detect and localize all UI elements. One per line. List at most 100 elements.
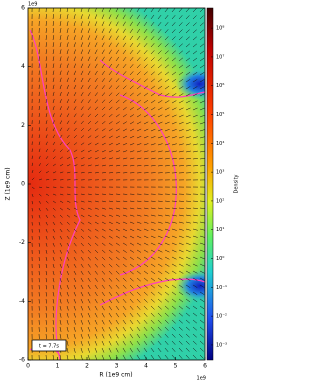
vector: [52, 242, 55, 247]
vector: [45, 249, 48, 254]
vector: [52, 270, 55, 276]
vector: [66, 319, 69, 325]
vector: [129, 78, 134, 83]
vector: [122, 85, 127, 90]
vector: [38, 200, 41, 204]
vector: [80, 193, 85, 195]
vector: [38, 193, 42, 197]
vector: [178, 228, 184, 231]
vector: [45, 134, 48, 139]
vector: [171, 333, 176, 338]
vector: [150, 71, 155, 76]
vector: [59, 70, 62, 76]
vector: [136, 221, 142, 224]
vector: [52, 249, 55, 254]
vector: [87, 242, 92, 247]
vector: [115, 319, 119, 325]
vector: [164, 333, 169, 338]
vector: [66, 228, 70, 233]
vector: [108, 193, 114, 195]
vector: [87, 142, 92, 146]
vector: [38, 127, 41, 132]
vector: [164, 8, 169, 13]
vector: [150, 36, 155, 41]
vector: [136, 228, 142, 231]
vector: [150, 249, 156, 253]
colorbar-tick-label: 10³: [216, 170, 224, 176]
vector: [80, 319, 84, 325]
vector: [87, 99, 91, 104]
vector: [108, 85, 113, 90]
vector: [66, 333, 69, 339]
vector: [178, 50, 183, 55]
vector: [108, 35, 112, 41]
vector: [136, 291, 141, 296]
vector: [150, 50, 155, 55]
vector: [199, 15, 204, 20]
vector: [73, 256, 77, 261]
vector: [38, 106, 40, 111]
vector: [199, 50, 205, 55]
vector: [115, 305, 120, 311]
vector: [143, 128, 149, 132]
vector: [150, 263, 156, 267]
vector: [164, 36, 169, 41]
vector: [52, 277, 55, 283]
vector: [59, 63, 62, 69]
vector: [66, 277, 69, 283]
vector: [129, 143, 135, 146]
vector: [136, 21, 141, 27]
vector: [171, 93, 177, 97]
vector: [59, 277, 62, 283]
vector: [115, 347, 119, 353]
vector: [80, 354, 83, 360]
colorbar: [206, 7, 214, 361]
vector: [73, 56, 76, 62]
vector: [136, 333, 141, 339]
vector: [52, 214, 56, 218]
vector: [80, 270, 84, 275]
vector: [150, 78, 156, 83]
vector: [108, 354, 112, 360]
vector: [157, 312, 162, 317]
vector: [157, 165, 163, 167]
low-density-region: [176, 68, 205, 100]
vector: [73, 164, 78, 167]
vector: [80, 277, 84, 282]
vector: [59, 14, 62, 20]
vector: [52, 354, 54, 360]
vector: [129, 284, 134, 289]
vector: [185, 207, 191, 209]
vector: [178, 71, 184, 76]
vector: [157, 8, 162, 13]
vector: [115, 242, 120, 246]
vector: [115, 121, 120, 125]
vector: [178, 214, 184, 217]
vector: [129, 56, 134, 62]
vector: [185, 165, 191, 167]
vector: [178, 347, 183, 352]
vector: [66, 21, 69, 27]
vector: [66, 340, 69, 346]
vector: [164, 249, 170, 253]
vector: [94, 135, 99, 139]
vector: [87, 235, 92, 239]
vector: [143, 228, 149, 231]
vector: [185, 150, 191, 153]
vector: [38, 170, 42, 174]
vector: [185, 200, 191, 202]
vector: [185, 242, 191, 245]
vector: [136, 235, 142, 239]
vector: [101, 85, 106, 90]
x-tick-label: 1: [56, 363, 60, 370]
vector: [80, 207, 85, 210]
vector: [143, 114, 149, 118]
vector: [59, 221, 63, 225]
vector: [45, 277, 48, 283]
vector: [101, 70, 105, 76]
vector: [108, 135, 113, 139]
vector: [66, 347, 69, 353]
vector: [52, 14, 54, 20]
vector: [73, 291, 77, 297]
vector: [199, 333, 204, 338]
